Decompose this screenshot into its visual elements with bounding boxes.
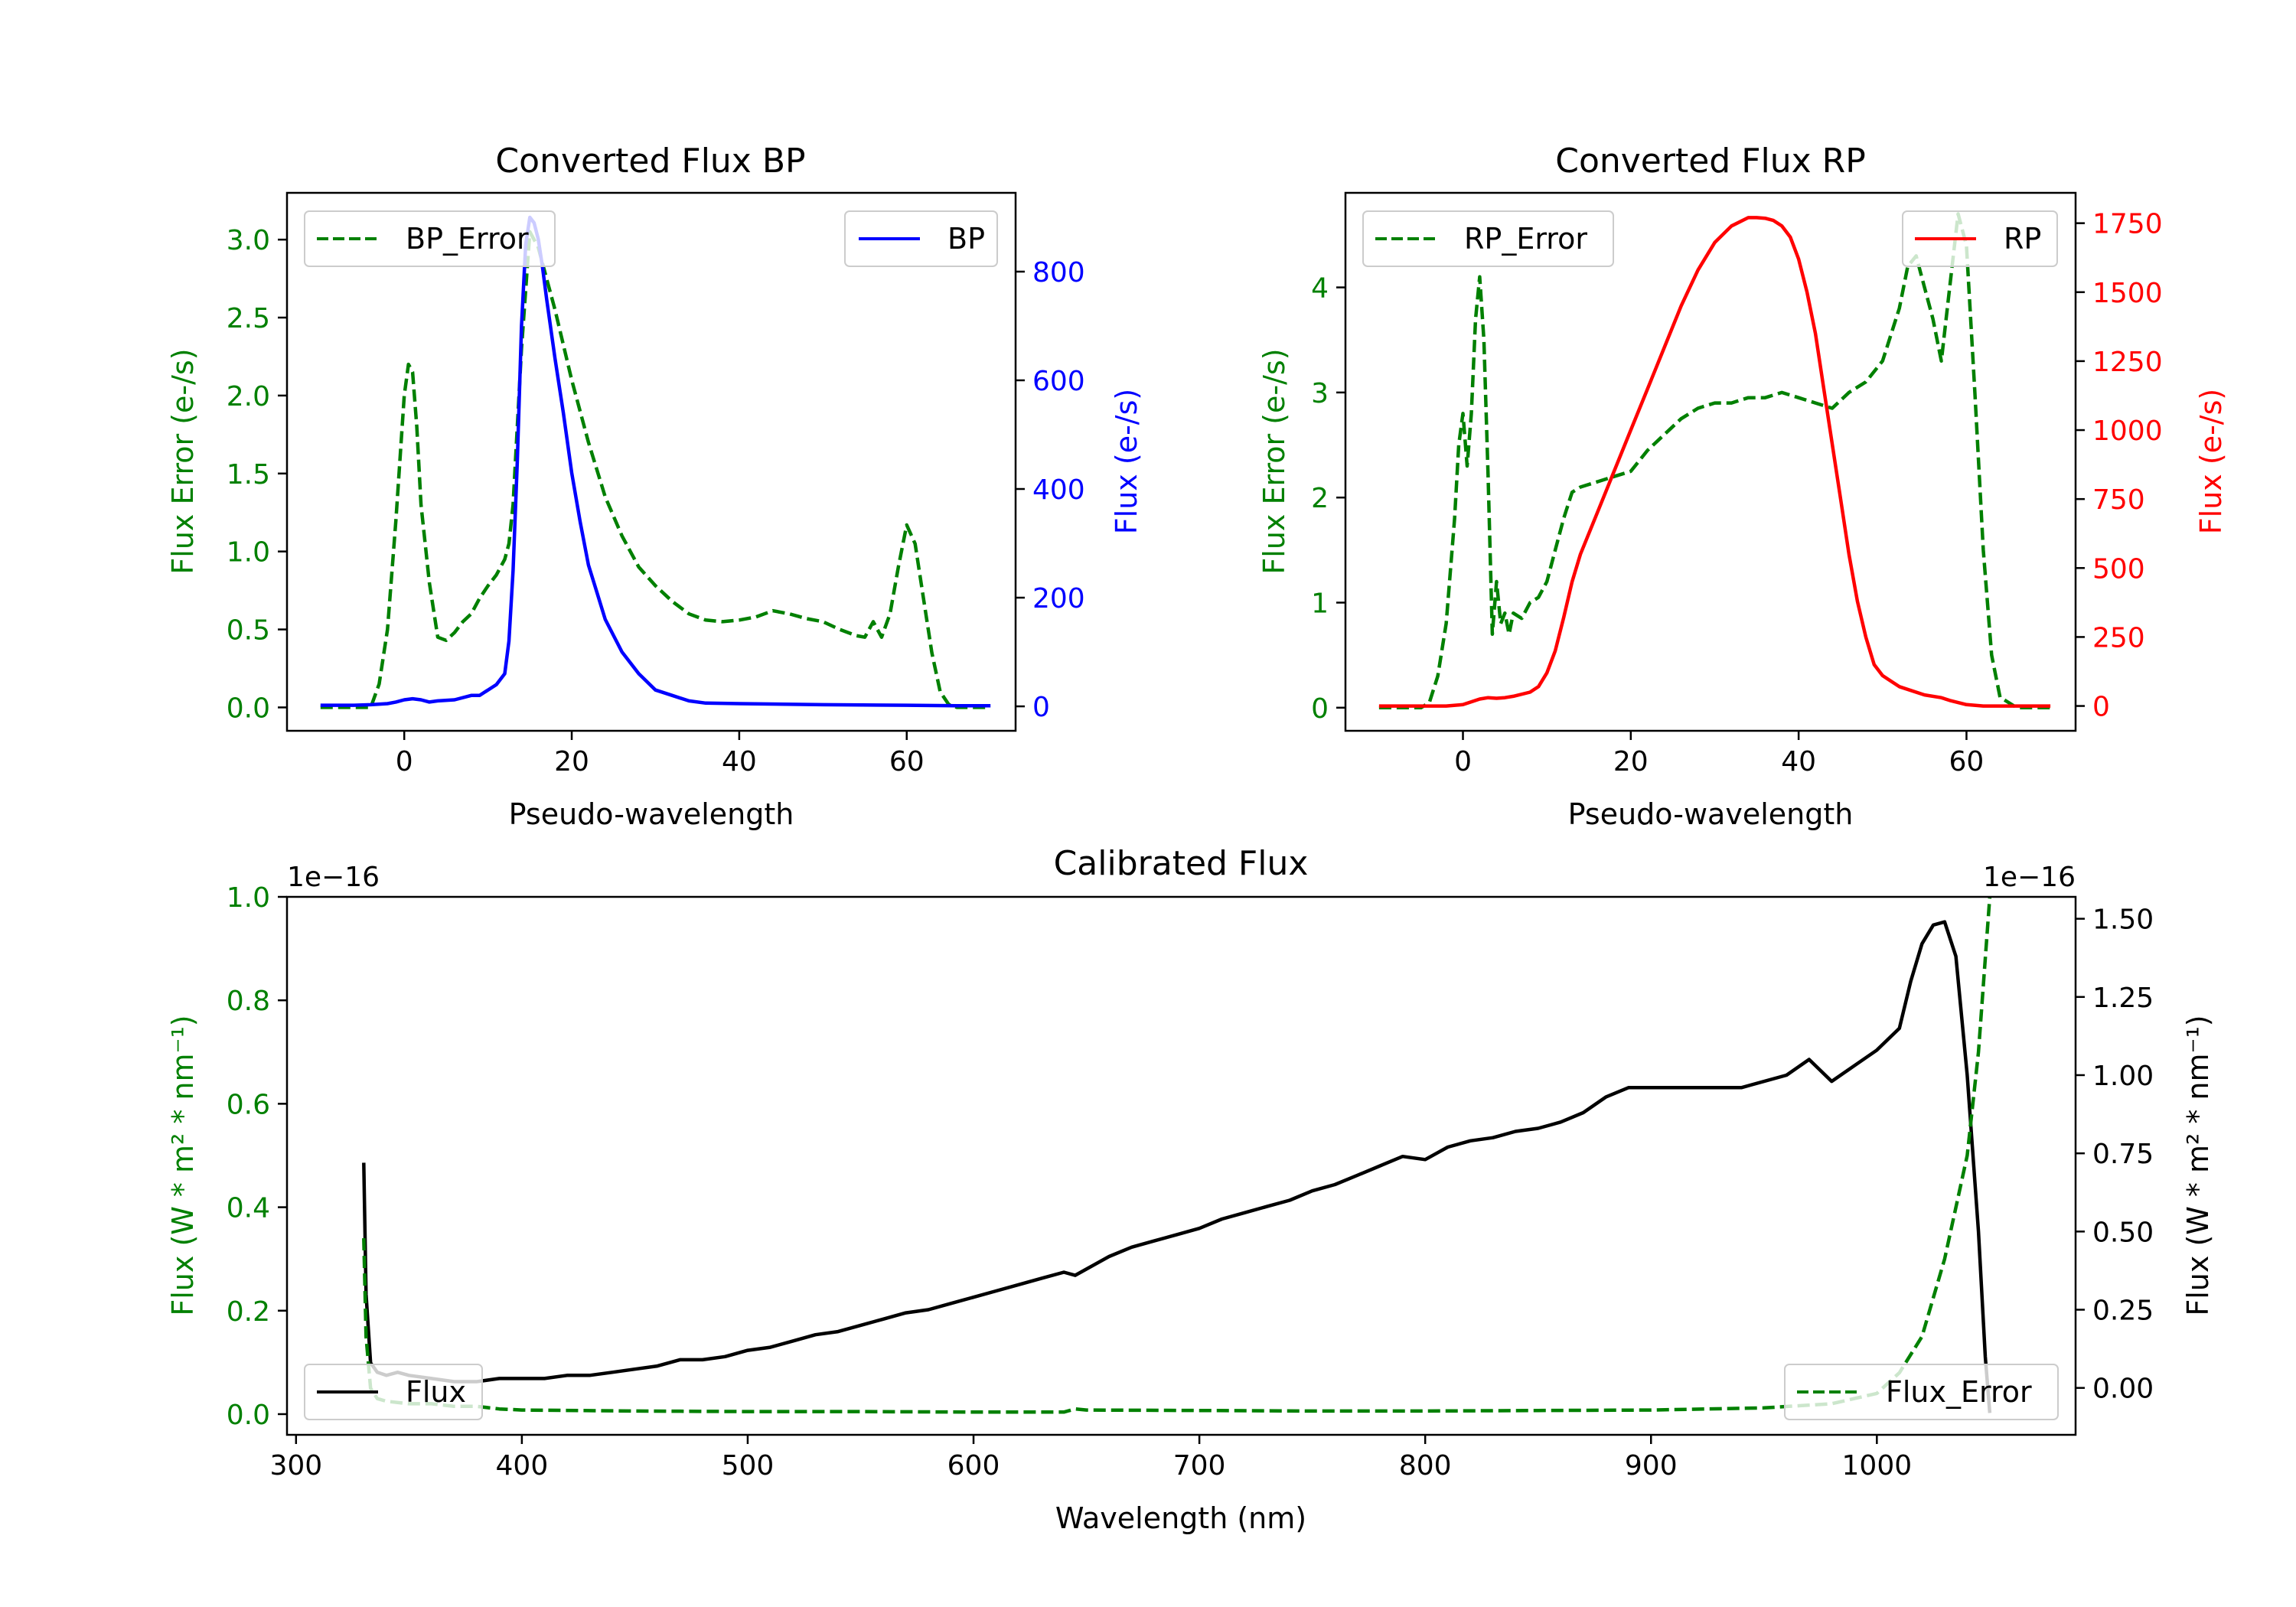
rp-ytick-right-label: 1750: [2092, 209, 2163, 240]
cal-xtick-label: 700: [1173, 1450, 1226, 1482]
bp-legend-left-label: BP_Error: [406, 222, 529, 256]
cal-offset-left: 1e−16: [287, 862, 380, 893]
rp-legend-right-label: RP: [2004, 222, 2041, 256]
rp-series-rp-error: [1378, 212, 2051, 710]
bp-ylabel-left: Flux Error (e-/s): [166, 348, 200, 574]
rp-ylabel-left: Flux Error (e-/s): [1257, 348, 1291, 574]
rp-xtick-label: 40: [1781, 746, 1816, 777]
cal-ylabel-right: Flux (W * m² * nm⁻¹): [2181, 1015, 2215, 1315]
bp-ytick-left-label: 1.5: [227, 459, 270, 491]
bp-xtick-label: 20: [554, 746, 589, 777]
bp-ytick-left-label: 3.0: [227, 225, 270, 256]
cal-xtick-label: 300: [269, 1450, 322, 1482]
bp-ytick-right-label: 0: [1032, 692, 1050, 723]
bp-xlabel: Pseudo-wavelength: [509, 797, 794, 831]
bp-ytick-left-label: 0.5: [227, 615, 270, 647]
rp-ytick-right-label: 250: [2092, 622, 2145, 654]
rp-ylabel-right: Flux (e-/s): [2194, 389, 2228, 534]
cal-legend-left: Flux: [304, 1364, 483, 1420]
rp-ytick-right-label: 500: [2092, 553, 2145, 585]
rp-plot-frame: [1344, 191, 2077, 732]
cal-ytick-left-label: 0.2: [227, 1296, 270, 1328]
bp-legend-left: BP_Error: [304, 210, 556, 267]
cal-xlabel: Wavelength (nm): [1055, 1501, 1306, 1535]
cal-ytick-right-label: 0.75: [2092, 1139, 2154, 1170]
bp-ytick-left-label: 1.0: [227, 537, 270, 569]
cal-ytick-right-label: 0.50: [2092, 1217, 2154, 1248]
bp-ytick-right-label: 200: [1032, 583, 1085, 614]
cal-offset-right: 1e−16: [1983, 862, 2076, 893]
calibrated-panel: Calibrated Flux 1e−16 1e−16 300 400 500 600…: [166, 844, 2215, 1535]
bp-xtick-label: 0: [396, 746, 413, 777]
rp-ytick-left-label: 2: [1311, 483, 1329, 514]
cal-legend-right-label: Flux_Error: [1886, 1375, 2032, 1409]
cal-xtick-label: 600: [947, 1450, 1000, 1482]
cal-ytick-left-label: 0.6: [227, 1089, 270, 1120]
bp-plot-frame: [285, 191, 1017, 732]
cal-ylabel-left: Flux (W * m² * nm⁻¹): [166, 1015, 200, 1315]
cal-ytick-left-label: 0.8: [227, 986, 270, 1017]
cal-ytick-left-label: 1.0: [227, 882, 270, 914]
cal-legend-right: Flux_Error: [1784, 1364, 2059, 1420]
cal-xtick-label: 1000: [1842, 1450, 1913, 1482]
cal-ytick-right-label: 0.00: [2092, 1374, 2154, 1405]
cal-ytick-left-label: 0.0: [227, 1400, 270, 1431]
cal-xtick-label: 400: [496, 1450, 549, 1482]
rp-xtick-label: 20: [1613, 746, 1649, 777]
rp-legend-right: RP: [1902, 210, 2058, 267]
rp-ytick-left-label: 0: [1311, 693, 1329, 725]
cal-ytick-right-label: 0.25: [2092, 1296, 2154, 1327]
bp-series-bp-error: [320, 230, 991, 709]
rp-xtick-label: 60: [1949, 746, 1985, 777]
rp-xlabel: Pseudo-wavelength: [1568, 797, 1854, 831]
rp-ytick-left-label: 1: [1311, 588, 1329, 619]
bp-legend-right: BP: [844, 210, 998, 267]
rp-title: Converted Flux RP: [1555, 142, 1866, 181]
bp-ylabel-right: Flux (e-/s): [1110, 389, 1143, 534]
rp-legend-left: RP_Error: [1362, 210, 1614, 267]
rp-xtick-label: 0: [1454, 746, 1472, 777]
cal-xtick-label: 800: [1399, 1450, 1452, 1482]
bp-ytick-right-label: 800: [1032, 257, 1085, 288]
cal-xtick-label: 500: [722, 1450, 775, 1482]
bp-title: Converted Flux BP: [495, 142, 805, 181]
cal-title: Calibrated Flux: [1054, 844, 1309, 883]
bp-panel: Converted Flux BP 0 20 40 60 0.0 0.5 1.0 1.5 2.0…: [166, 142, 1143, 831]
cal-series-flux: [362, 920, 1992, 1413]
cal-ytick-right-label: 1.00: [2092, 1061, 2154, 1092]
cal-ytick-right-label: 1.50: [2092, 905, 2154, 936]
rp-ytick-left-label: 3: [1311, 378, 1329, 409]
rp-ytick-right-label: 0: [2092, 692, 2110, 723]
rp-series-rp: [1378, 216, 2051, 708]
cal-ytick-left-label: 0.4: [227, 1193, 270, 1224]
rp-ytick-right-label: 750: [2092, 484, 2145, 516]
bp-ytick-left-label: 2.5: [227, 303, 270, 334]
rp-panel: Converted Flux RP 0 20 40 60012340250500750…: [1257, 142, 2228, 831]
bp-ytick-right-label: 400: [1032, 474, 1085, 506]
rp-ytick-left-label: 4: [1311, 273, 1329, 305]
bp-ytick-right-label: 600: [1032, 366, 1085, 397]
bp-xtick-label: 60: [889, 746, 925, 777]
cal-ytick-right-label: 1.25: [2092, 983, 2154, 1014]
rp-ytick-right-label: 1250: [2092, 347, 2163, 378]
cal-plot-frame: [285, 895, 2077, 1436]
rp-legend-left-label: RP_Error: [1464, 222, 1587, 256]
cal-xtick-label: 900: [1625, 1450, 1678, 1482]
bp-legend-right-label: BP: [947, 222, 985, 256]
bp-xtick-label: 40: [722, 746, 757, 777]
bp-ytick-left-label: 0.0: [227, 693, 270, 724]
bp-ytick-left-label: 2.0: [227, 381, 270, 412]
rp-ytick-right-label: 1500: [2092, 278, 2163, 309]
rp-ytick-right-label: 1000: [2092, 416, 2163, 447]
cal-legend-left-label: Flux: [406, 1375, 466, 1409]
